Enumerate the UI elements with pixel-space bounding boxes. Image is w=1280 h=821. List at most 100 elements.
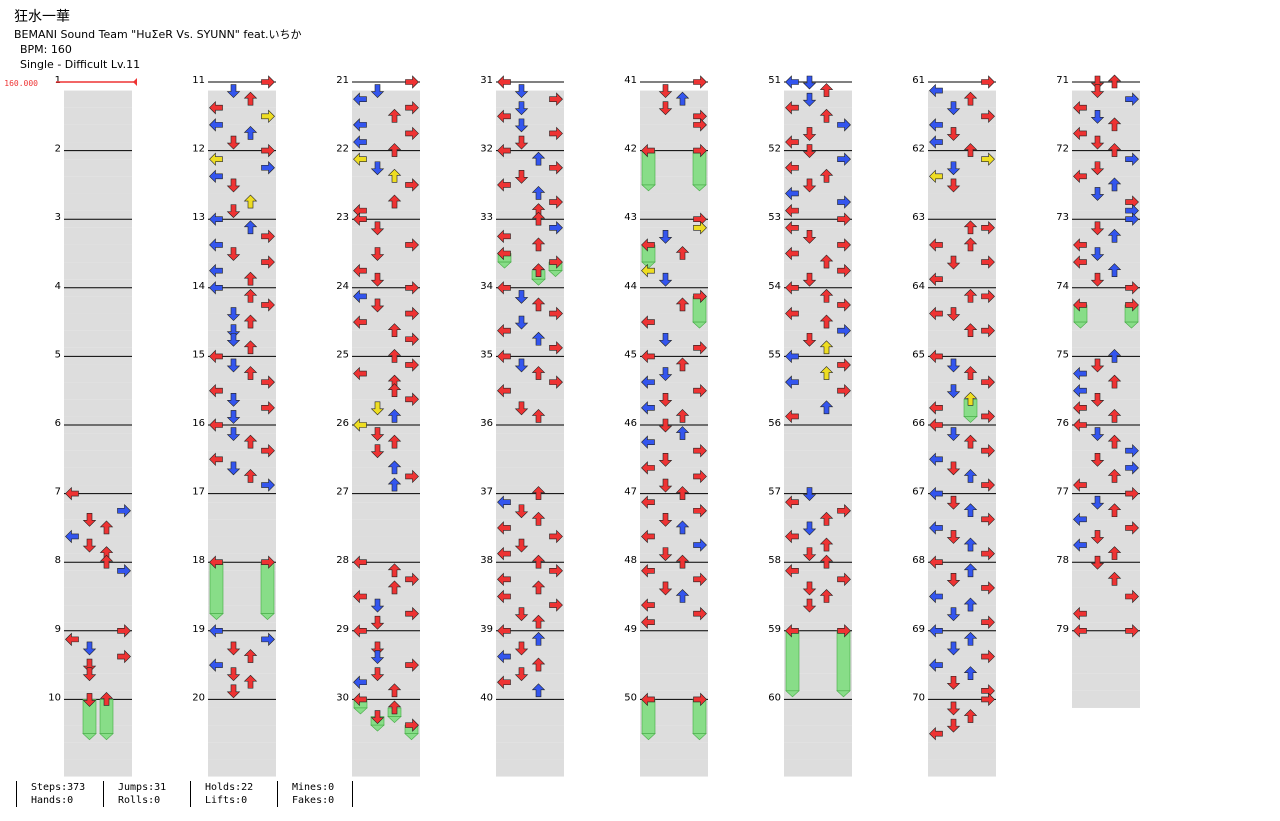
- beat-band: [640, 656, 708, 674]
- arrow-right-icon: [981, 255, 995, 269]
- beat-band: [784, 382, 852, 400]
- arrow-right-icon: [261, 632, 275, 647]
- arrow-right-icon: [405, 358, 419, 372]
- arrow-down-icon: [226, 358, 241, 373]
- arrow-down-icon: [226, 204, 241, 219]
- beat-band: [352, 330, 420, 348]
- arrow-down-icon: [1090, 452, 1105, 467]
- arrow-up-icon: [819, 554, 834, 569]
- measure-number: 25: [336, 349, 349, 360]
- arrow-left-icon: [209, 238, 223, 252]
- arrow-right-icon: [837, 383, 851, 398]
- arrow-right-icon: [1125, 212, 1139, 226]
- beat-band: [496, 605, 564, 623]
- hold-body: [209, 561, 224, 614]
- arrow-up-icon: [963, 323, 978, 337]
- arrow-down-icon: [658, 272, 673, 287]
- beat-band: [1072, 519, 1140, 537]
- measure-number: 45: [624, 349, 637, 360]
- measure-number: 57: [768, 487, 781, 498]
- beat-band: [208, 330, 276, 348]
- beat-band: [352, 159, 420, 177]
- arrow-right-icon: [1125, 298, 1139, 312]
- arrow-down-icon: [946, 384, 961, 399]
- stat-fakes: Fakes:0: [292, 795, 335, 806]
- beat-band: [352, 433, 420, 451]
- beat-band: [352, 467, 420, 486]
- arrow-up-icon: [963, 709, 978, 723]
- arrow-down-icon: [226, 410, 241, 424]
- arrow-left-icon: [929, 589, 943, 604]
- beat-band: [352, 244, 420, 263]
- arrow-up-icon: [1107, 434, 1122, 449]
- beat-band: [208, 656, 276, 674]
- arrow-down-icon: [946, 701, 961, 716]
- arrow-right-icon: [837, 504, 851, 518]
- beat-band: [640, 90, 708, 108]
- beat-band: [640, 707, 708, 726]
- measure-number: 73: [1056, 212, 1069, 223]
- arrow-down-icon: [226, 667, 241, 682]
- stat-column: Mines:0 Fakes:0: [277, 781, 353, 807]
- beat-band: [928, 244, 996, 263]
- arrow-left-icon: [209, 281, 223, 295]
- song-artist: BEMANI Sound Team "HuΣeR Vs. SYUNN" feat…: [14, 28, 302, 41]
- beat-band: [1072, 176, 1140, 194]
- beat-band: [352, 313, 420, 331]
- hold-tail: [1124, 321, 1139, 329]
- arrow-left-icon: [929, 658, 943, 672]
- arrow-right-icon: [693, 572, 707, 587]
- arrow-down-icon: [1090, 221, 1105, 236]
- beat-band: [64, 673, 132, 691]
- measure-number: 36: [480, 418, 493, 429]
- arrow-right-icon: [405, 469, 419, 484]
- beat-band: [208, 382, 276, 400]
- arrow-left-icon: [1073, 538, 1087, 552]
- arrow-up-icon: [243, 434, 258, 449]
- arrow-left-icon: [641, 315, 655, 329]
- beat-band: [640, 124, 708, 143]
- arrow-up-icon: [531, 614, 546, 629]
- arrow-up-icon: [531, 486, 546, 500]
- beat-band: [640, 244, 708, 263]
- arrow-down-icon: [514, 667, 529, 682]
- beat-band: [208, 159, 276, 177]
- arrow-left-icon: [1073, 126, 1087, 141]
- hold-tail: [497, 261, 512, 269]
- arrow-down-icon: [514, 101, 529, 116]
- beat-band: [208, 725, 276, 743]
- measure-number: 66: [912, 418, 925, 429]
- arrow-left-icon: [929, 452, 943, 467]
- beat-band: [928, 330, 996, 348]
- arrow-down-icon: [1090, 555, 1105, 570]
- measure-number: 6: [55, 418, 61, 429]
- arrow-right-icon: [261, 555, 275, 569]
- arrow-left-icon: [497, 281, 511, 295]
- hold-body: [641, 150, 656, 186]
- arrow-up-icon: [387, 194, 402, 209]
- measure-number: 11: [192, 75, 205, 86]
- arrow-left-icon: [929, 169, 943, 184]
- beat-band: [208, 296, 276, 314]
- beat-band: [496, 587, 564, 606]
- arrow-up-icon: [99, 554, 114, 569]
- beat-band: [496, 330, 564, 348]
- measure-number: 43: [624, 212, 637, 223]
- arrow-left-icon: [353, 675, 367, 689]
- arrow-right-icon: [405, 75, 419, 89]
- arrow-up-icon: [531, 511, 546, 526]
- stat-column: Holds:22 Lifts:0: [190, 781, 277, 807]
- arrow-up-icon: [531, 151, 546, 166]
- arrow-down-icon: [802, 75, 817, 90]
- beat-band: [208, 519, 276, 537]
- beat-band: [496, 656, 564, 674]
- beat-band: [784, 502, 852, 520]
- arrow-down-icon: [658, 392, 673, 407]
- beat-band: [64, 570, 132, 588]
- arrow-down-icon: [370, 401, 385, 416]
- arrow-right-icon: [549, 529, 563, 544]
- arrow-down-icon: [802, 598, 817, 613]
- arrow-right-icon: [837, 152, 851, 166]
- beat-band: [640, 502, 708, 520]
